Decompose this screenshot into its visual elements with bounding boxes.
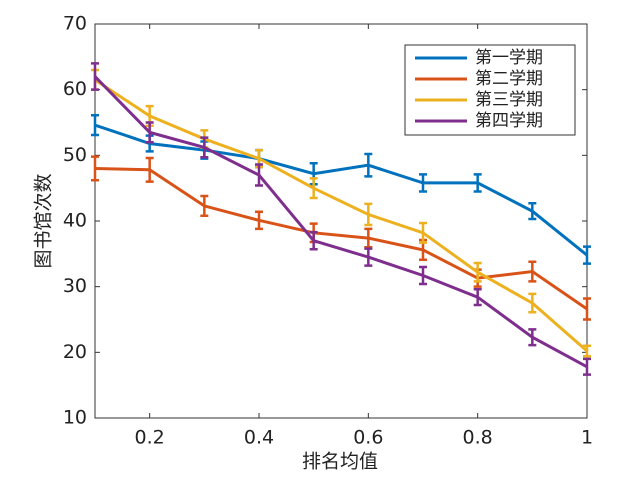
y-tick-label: 30: [63, 275, 87, 297]
y-tick-label: 50: [63, 144, 87, 166]
error-bar: [309, 230, 318, 251]
x-tick-label: 0.6: [353, 427, 383, 449]
error-bar: [200, 136, 209, 159]
series-line: [93, 75, 588, 369]
y-tick-label: 60: [63, 78, 87, 100]
error-bar: [91, 155, 99, 182]
y-tick-label: 10: [63, 407, 87, 429]
error-bar: [528, 292, 537, 314]
series-line: [94, 123, 588, 257]
error-bar: [473, 261, 482, 283]
error-bar: [528, 260, 537, 283]
error-bar: [419, 173, 427, 193]
error-bar: [364, 227, 373, 249]
error-bar: [91, 62, 99, 91]
y-tick-label: 40: [63, 210, 87, 232]
error-bar: [309, 177, 318, 200]
legend-label: 第四学期: [475, 111, 543, 131]
error-bar: [528, 202, 537, 221]
error-bar: [473, 288, 482, 307]
error-bar: [145, 156, 154, 183]
error-bar: [583, 297, 591, 321]
error-bar: [583, 245, 591, 265]
x-tick-label: 0.8: [463, 427, 493, 449]
y-axis-label: 图书馆次数: [33, 173, 55, 268]
series-line: [94, 166, 588, 311]
x-tick-label: 0.2: [135, 427, 165, 449]
legend-label: 第三学期: [475, 90, 543, 110]
y-tick-label: 70: [63, 13, 87, 35]
error-bar: [473, 173, 482, 193]
x-axis-label: 排名均值: [302, 451, 378, 473]
error-bar: [255, 163, 263, 187]
error-bar: [583, 344, 591, 358]
legend-label: 第二学期: [475, 69, 543, 89]
series-line: [94, 78, 588, 353]
error-bar: [364, 202, 373, 227]
y-tick-label: 20: [63, 341, 87, 363]
error-bar: [528, 328, 537, 347]
error-bar: [145, 121, 154, 144]
error-bar: [364, 152, 373, 178]
error-bar: [200, 194, 209, 217]
error-bar: [364, 247, 373, 267]
x-tick-label: 1: [581, 427, 593, 449]
error-bar: [419, 265, 427, 286]
legend-label: 第一学期: [475, 48, 543, 68]
error-bar: [419, 221, 427, 244]
error-bar: [91, 114, 99, 137]
error-bar: [255, 210, 263, 231]
x-tick-label: 0.4: [244, 427, 274, 449]
error-bar: [583, 357, 591, 376]
